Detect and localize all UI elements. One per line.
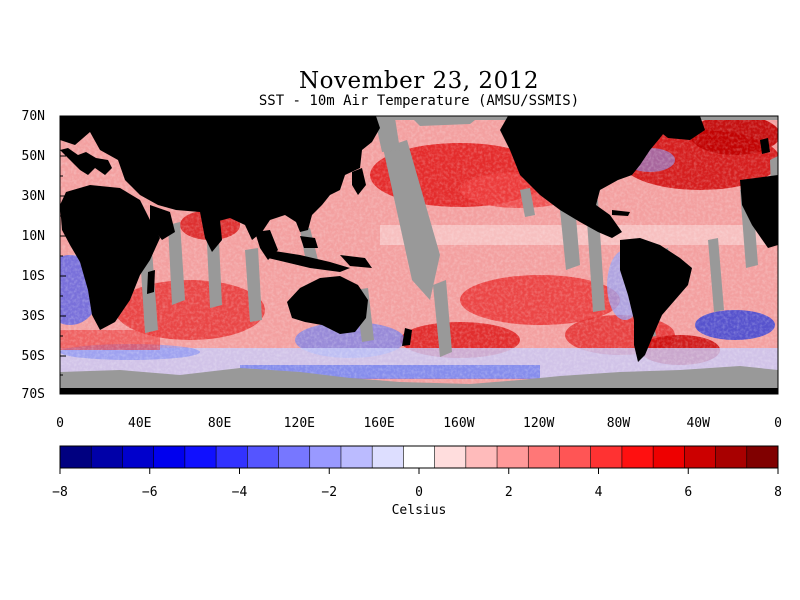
colorbar-swatch: [497, 446, 529, 468]
colorbar-label: Celsius: [392, 503, 447, 518]
lat-tick-label: 50S: [22, 349, 45, 364]
lat-tick-label: 70N: [22, 109, 45, 124]
colorbar-swatch: [559, 446, 592, 468]
lon-tick-label: 120E: [284, 416, 315, 431]
colorbar-swatch: [621, 446, 654, 468]
colorbar-swatch: [715, 446, 748, 468]
colorbar-swatch: [684, 446, 717, 468]
longitude-axis: 0 40E 80E 120E 160E 160W 120W 80W 40W 0: [56, 388, 782, 431]
figure-title: November 23, 2012: [299, 68, 539, 94]
lat-tick-label: 70S: [22, 387, 45, 402]
latitude-axis: 70N 50N 30N 10N 10S 30S 50S 70S: [22, 109, 66, 402]
colorbar-swatch: [746, 446, 779, 468]
lat-tick-label: 30S: [22, 309, 45, 324]
figure-subtitle: SST - 10m Air Temperature (AMSU/SSMIS): [258, 93, 580, 109]
colorbar: [60, 446, 779, 468]
colorbar-swatch: [465, 446, 498, 468]
lon-tick-label: 80W: [607, 416, 631, 431]
colorbar-tick-label: 4: [595, 485, 603, 500]
colorbar-axis: −8 −6 −4 −2 0 2 4 6 8: [52, 468, 782, 500]
lon-tick-label: 120W: [523, 416, 554, 431]
lon-tick-label: 40W: [686, 416, 710, 431]
colorbar-tick-label: 0: [415, 485, 423, 500]
colorbar-swatch: [153, 446, 186, 468]
colorbar-tick-label: −4: [232, 485, 248, 500]
colorbar-tick-label: 8: [774, 485, 782, 500]
lon-tick-label: 160W: [443, 416, 474, 431]
colorbar-swatch: [309, 446, 342, 468]
colorbar-tick-label: −2: [321, 485, 337, 500]
colorbar-swatch: [122, 446, 155, 468]
lon-tick-label: 0: [774, 416, 782, 431]
lon-tick-label: 80E: [208, 416, 231, 431]
colorbar-tick-label: 6: [684, 485, 692, 500]
colorbar-swatch: [216, 446, 248, 468]
lon-tick-label: 160E: [363, 416, 394, 431]
colorbar-swatch: [278, 446, 311, 468]
lat-tick-label: 30N: [22, 189, 45, 204]
colorbar-tick-label: 2: [505, 485, 513, 500]
map-panel: [60, 116, 778, 394]
lon-tick-label: 0: [56, 416, 64, 431]
lat-tick-label: 10S: [22, 269, 45, 284]
colorbar-swatch: [247, 446, 280, 468]
colorbar-swatch: [184, 446, 217, 468]
lat-tick-label: 50N: [22, 149, 45, 164]
colorbar-swatch: [60, 446, 92, 468]
colorbar-swatch: [434, 446, 467, 468]
colorbar-swatch: [372, 446, 404, 468]
colorbar-swatch: [340, 446, 373, 468]
colorbar-swatch: [590, 446, 623, 468]
colorbar-swatch: [528, 446, 560, 468]
colorbar-swatch: [403, 446, 436, 468]
lat-tick-label: 10N: [22, 229, 45, 244]
colorbar-tick-label: −6: [142, 485, 158, 500]
colorbar-tick-label: −8: [52, 485, 68, 500]
land-masses: [60, 116, 778, 394]
lon-tick-label: 40E: [128, 416, 151, 431]
colorbar-swatch: [653, 446, 685, 468]
colorbar-swatch: [91, 446, 123, 468]
